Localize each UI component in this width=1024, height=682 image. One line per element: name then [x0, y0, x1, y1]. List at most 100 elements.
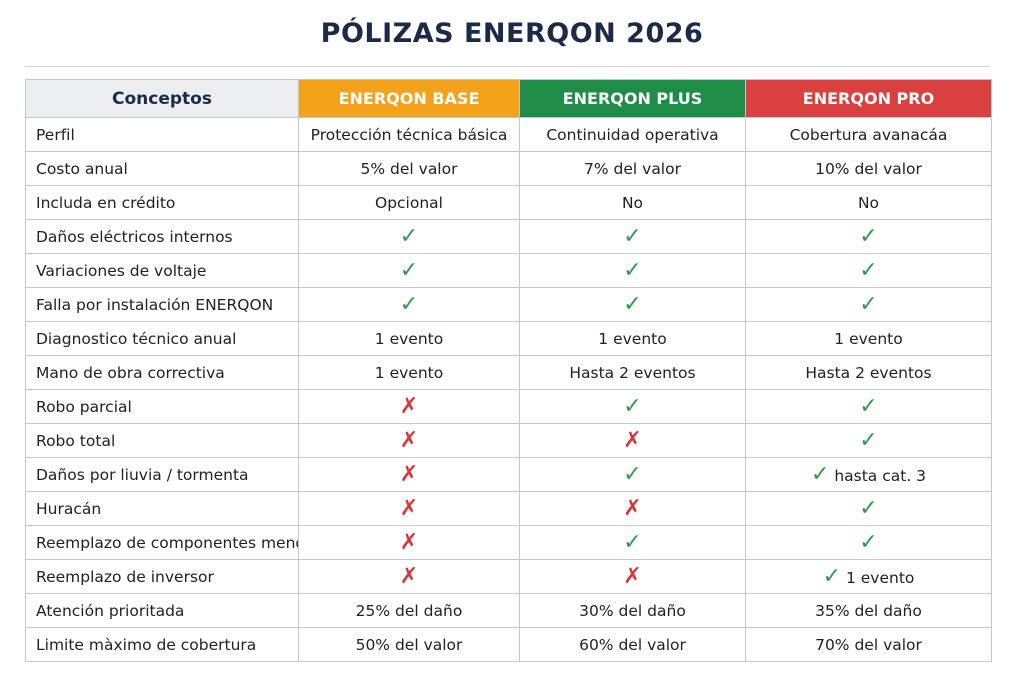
- cell: 30% del daño: [519, 593, 746, 628]
- column-header: ENERQON BASE: [298, 79, 520, 118]
- check-icon: ✓: [623, 258, 642, 283]
- cell: 5% del valor: [298, 151, 520, 186]
- check-icon: ✓: [399, 258, 419, 283]
- check-icon: ✓: [859, 530, 878, 555]
- comparison-table: Conceptos ENERQON BASE ENERQON PLUS ENERQON…: [25, 79, 992, 662]
- row-label: Diagnostico técnico anual: [25, 321, 299, 356]
- cell: ✗: [298, 559, 520, 594]
- cell: ✓: [745, 491, 992, 526]
- cell: Cobertura avanacáa: [745, 117, 992, 152]
- table-head: Conceptos ENERQON BASE ENERQON PLUS ENERQON…: [25, 79, 992, 118]
- header-row: Conceptos ENERQON BASE ENERQON PLUS ENERQON…: [25, 79, 992, 118]
- cell: ✗: [519, 559, 746, 594]
- row-label: Perfil: [25, 117, 299, 152]
- row-label: Huracán: [25, 491, 299, 526]
- check-icon: ✓: [623, 462, 642, 487]
- page-title: PÓLIZAS ENERQON 2026: [320, 18, 704, 49]
- row-label: Mano de obra correctiva: [25, 355, 299, 390]
- table-body: Perfil Protección técnica básica Continuid…: [25, 117, 992, 662]
- cell: ✓: [298, 219, 520, 254]
- table-row: Reemplazo de inversor ✗ ✗ ✓ 1 evento: [25, 559, 992, 594]
- cell: Hasta 2 eventos: [745, 355, 992, 390]
- table-row: Huracán ✗ ✗ ✓: [25, 491, 992, 526]
- cell: ✓: [745, 287, 992, 322]
- cell: 35% del daño: [745, 593, 992, 628]
- cell: ✗: [298, 525, 520, 560]
- cell: ✗: [519, 423, 746, 458]
- table-row: Variaciones de voltaje ✓ ✓ ✓: [25, 253, 992, 288]
- table-row: Costo anual 5% del valor 7% del valor 10% d…: [25, 151, 992, 186]
- table-row: Diagnostico técnico anual 1 evento 1 event…: [25, 321, 992, 356]
- check-icon: ✓: [822, 564, 842, 589]
- row-label: Reemplazo de componentes menores: [25, 525, 299, 560]
- cell: ✗: [519, 491, 746, 526]
- row-label: Daños eléctricos internos: [25, 219, 299, 254]
- check-icon: ✓: [399, 224, 419, 249]
- check-icon: ✓: [623, 224, 642, 249]
- check-icon: ✓: [623, 394, 642, 419]
- table-row: Atención prioritada 25% del daño 30% del d…: [25, 593, 992, 628]
- cell: 1 evento: [519, 321, 746, 356]
- check-icon: ✓: [859, 224, 878, 249]
- column-header: Conceptos: [25, 79, 299, 118]
- check-icon: ✓: [859, 258, 878, 283]
- cell: ✓ 1 evento: [745, 559, 992, 594]
- cell: ✗: [298, 457, 520, 492]
- cell: ✓: [745, 219, 992, 254]
- cell: No: [519, 185, 746, 220]
- row-label: Variaciones de voltaje: [25, 253, 299, 288]
- check-icon: ✓: [859, 496, 878, 521]
- cell: ✓: [745, 253, 992, 288]
- table-row: Daños eléctricos internos ✓ ✓ ✓: [25, 219, 992, 254]
- cell: ✓: [745, 423, 992, 458]
- row-label: Costo anual: [25, 151, 299, 186]
- cell: 1 evento: [298, 355, 520, 390]
- cell: ✓: [519, 389, 746, 424]
- check-icon: ✓: [399, 292, 419, 317]
- cell: 1 evento: [298, 321, 520, 356]
- row-label: Daños por liuvia / tormenta: [25, 457, 299, 492]
- cell: Protección técnica básica: [298, 117, 520, 152]
- check-icon: ✓: [623, 292, 642, 317]
- row-label: Reemplazo de inversor: [25, 559, 299, 594]
- cell: 60% del valor: [519, 627, 746, 662]
- column-header: ENERQON PRO: [745, 79, 992, 118]
- divider: [25, 66, 990, 67]
- cell: Opcional: [298, 185, 520, 220]
- table-row: Falla por instalación ENERQON ✓ ✓ ✓: [25, 287, 992, 322]
- table-row: Limite màximo de cobertura 50% del valor 6…: [25, 627, 992, 662]
- cell: ✓: [745, 525, 992, 560]
- row-label: Limite màximo de cobertura: [25, 627, 299, 662]
- cross-icon: ✗: [399, 428, 419, 453]
- check-icon: ✓: [859, 428, 878, 453]
- cell: Continuidad operativa: [519, 117, 746, 152]
- cross-icon: ✗: [399, 496, 419, 521]
- cell: ✓: [519, 287, 746, 322]
- table-row: Mano de obra correctiva 1 evento Hasta 2 e…: [25, 355, 992, 390]
- check-icon: ✓: [859, 292, 878, 317]
- cross-icon: ✗: [399, 462, 419, 487]
- table-row: Reemplazo de componentes menores ✗ ✓ ✓: [25, 525, 992, 560]
- check-icon: ✓: [859, 394, 878, 419]
- table-row: Includa en crédito Opcional No No: [25, 185, 992, 220]
- row-label: Robo total: [25, 423, 299, 458]
- cell: Hasta 2 eventos: [519, 355, 746, 390]
- cell: ✓ hasta cat. 3: [745, 457, 992, 492]
- cross-icon: ✗: [399, 530, 419, 555]
- cell: ✗: [298, 491, 520, 526]
- cell: ✗: [298, 423, 520, 458]
- row-label: Robo parcial: [25, 389, 299, 424]
- cell: ✓: [519, 457, 746, 492]
- table-row: Robo parcial ✗ ✓ ✓: [25, 389, 992, 424]
- cell: ✓: [745, 389, 992, 424]
- cell: ✓: [519, 253, 746, 288]
- check-icon: ✓: [810, 462, 830, 487]
- cell: 25% del daño: [298, 593, 520, 628]
- cell: 7% del valor: [519, 151, 746, 186]
- cross-icon: ✗: [399, 564, 419, 589]
- cross-icon: ✗: [623, 496, 642, 521]
- table-row: Daños por liuvia / tormenta ✗ ✓ ✓ hasta cat…: [25, 457, 992, 492]
- cell: ✗: [298, 389, 520, 424]
- cell: ✓: [519, 219, 746, 254]
